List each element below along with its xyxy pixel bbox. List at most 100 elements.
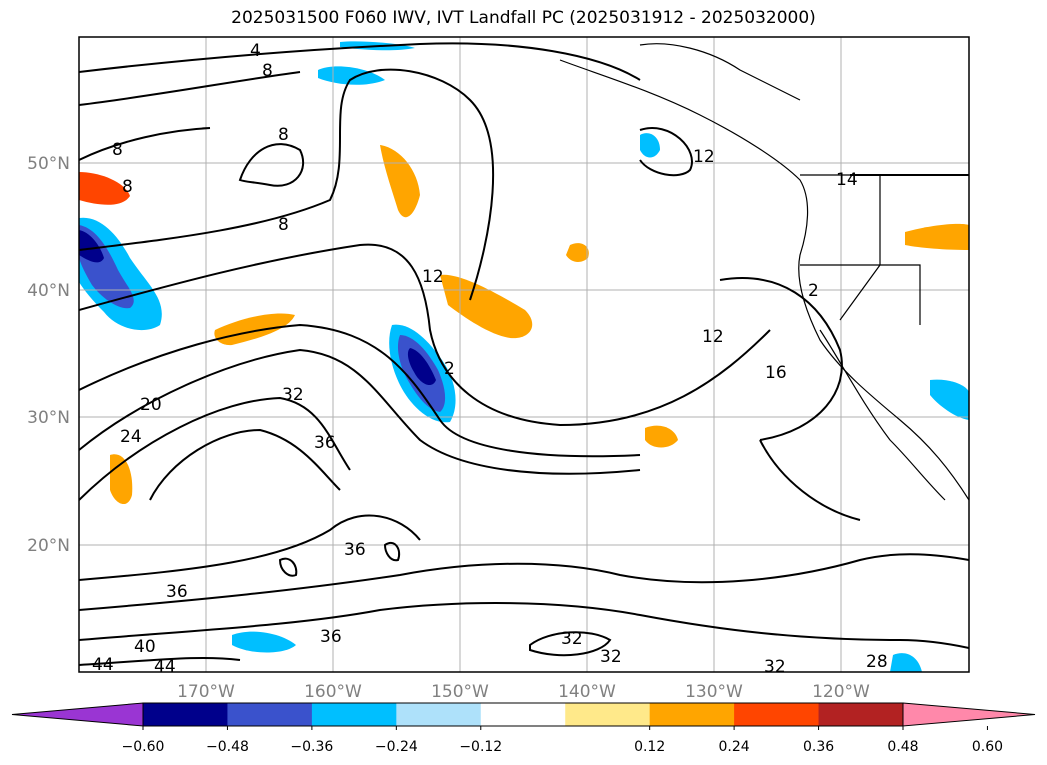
contour-label: 20 xyxy=(140,395,162,415)
map-title: 2025031500 F060 IWV, IVT Landfall PC (20… xyxy=(231,8,816,28)
contour-label: 12 xyxy=(422,267,444,287)
lat-tick-label: 20°N xyxy=(27,536,70,556)
contour-line xyxy=(759,439,861,521)
contour-line xyxy=(79,127,211,161)
contour-label: 8 xyxy=(122,177,133,197)
contour-line xyxy=(639,127,693,177)
contour-label: 44 xyxy=(154,657,176,677)
colorbar: −0.60 −0.48 −0.36 −0.24 −0.12 0.12 0.24 0.36 0.4… xyxy=(11,702,1036,755)
colorbar-frame xyxy=(142,702,904,727)
colorbar-segment xyxy=(311,703,397,726)
colorbar-segment xyxy=(227,703,313,726)
contour-label: 16 xyxy=(765,363,787,383)
contour-line xyxy=(79,71,301,106)
negative-anomaly-west-dark xyxy=(79,230,104,263)
contour-label: 24 xyxy=(120,427,142,447)
lat-tick-label: 40°N xyxy=(27,281,70,301)
lon-tick-label: 130°W xyxy=(685,682,743,702)
positive-anomaly-small xyxy=(566,243,589,262)
colorbar-tick-label: −0.36 xyxy=(290,739,333,755)
lon-tick-label: 140°W xyxy=(558,682,616,702)
positive-anomaly-west xyxy=(79,172,130,205)
contour-line xyxy=(278,557,298,577)
positive-anomaly-southcentral xyxy=(645,425,678,448)
lon-tick-label: 160°W xyxy=(304,682,362,702)
contour-line xyxy=(79,68,495,301)
contour-label: 32 xyxy=(600,647,622,667)
negative-anomaly-south xyxy=(232,631,296,653)
plot-area xyxy=(79,37,969,672)
contour-line xyxy=(79,323,641,458)
contour-label: 4 xyxy=(250,41,261,61)
colorbar-segment xyxy=(818,703,904,726)
contour-label: 14 xyxy=(836,170,858,190)
contour-label: 12 xyxy=(693,147,715,167)
shaded-anomalies xyxy=(79,41,969,672)
colorbar-tick-label: 0.36 xyxy=(803,739,834,755)
plot-frame xyxy=(78,36,970,673)
colorbar-segment xyxy=(396,703,482,726)
contour-line xyxy=(79,656,241,666)
contour-label: 36 xyxy=(320,627,342,647)
colorbar-extend-low xyxy=(11,702,144,727)
contour-label-layer: 4 8 8 8 8 8 12 12 12 14 16 2 20 24 28 32… xyxy=(92,41,888,677)
colorbar-tick-label: 0.12 xyxy=(634,739,665,755)
contour-label: 2 xyxy=(808,281,819,301)
lon-tick-label: 120°W xyxy=(812,682,870,702)
colorbar-tick-label: −0.12 xyxy=(459,739,502,755)
contour-label: 32 xyxy=(561,629,583,649)
contour-line xyxy=(529,631,612,657)
coastlines xyxy=(559,43,969,501)
contour-label: 32 xyxy=(764,657,786,677)
positive-anomaly-east-central xyxy=(440,274,533,339)
contour-label: 36 xyxy=(166,582,188,602)
contour-label: 44 xyxy=(92,655,114,675)
contour-label: 28 xyxy=(866,652,888,672)
contour-line xyxy=(238,143,305,187)
contour-label: 36 xyxy=(314,433,336,453)
contour-line xyxy=(79,396,351,501)
contour-line xyxy=(383,541,401,562)
colorbar-tick-label: 0.48 xyxy=(887,739,918,755)
colorbar-tick-label: −0.24 xyxy=(375,739,418,755)
colorbar-tick-label: −0.60 xyxy=(122,739,165,755)
contour-label: 8 xyxy=(112,140,123,160)
colorbar-tick-label: 0.24 xyxy=(719,739,750,755)
positive-anomaly-southwest xyxy=(110,454,133,505)
contour-line xyxy=(79,42,641,81)
colorbar-segment xyxy=(565,703,651,726)
colorbar-segment xyxy=(734,703,820,726)
contour-label: 8 xyxy=(262,61,273,81)
north-america-coast xyxy=(559,59,969,501)
negative-anomaly-central-dark xyxy=(407,348,436,386)
colorbar-segment xyxy=(143,703,228,726)
contour-line xyxy=(719,277,843,441)
lon-tick-label: 170°W xyxy=(177,682,235,702)
contour-label: 8 xyxy=(278,125,289,145)
contour-label: 2 xyxy=(444,359,455,379)
lat-tick-label: 30°N xyxy=(27,408,70,428)
contour-line xyxy=(79,553,969,611)
negative-anomaly-southeast xyxy=(890,653,922,672)
lon-tick-label: 150°W xyxy=(431,682,489,702)
colorbar-tick-label: −0.48 xyxy=(206,739,249,755)
contour-line xyxy=(79,602,969,649)
longitude-labels: 170°W 160°W 150°W 140°W 130°W 120°W xyxy=(177,682,870,702)
colorbar-segment xyxy=(649,703,735,726)
contour-label: 32 xyxy=(282,385,304,405)
negative-anomaly-north-aleutian xyxy=(318,66,385,85)
contour-line xyxy=(79,348,641,475)
colorbar-segment xyxy=(480,703,566,726)
negative-anomaly-pnw xyxy=(640,133,660,158)
contour-line xyxy=(79,243,771,427)
lat-tick-label: 50°N xyxy=(27,154,70,174)
negative-anomaly-coast xyxy=(930,379,969,420)
contour-label: 8 xyxy=(278,215,289,235)
contour-label: 40 xyxy=(134,637,156,657)
state-lines xyxy=(800,175,921,325)
baja-coast xyxy=(819,329,946,501)
positive-anomaly-coast xyxy=(905,223,969,250)
colorbar-extend-high xyxy=(902,702,1036,727)
alaska-coast xyxy=(639,43,801,101)
